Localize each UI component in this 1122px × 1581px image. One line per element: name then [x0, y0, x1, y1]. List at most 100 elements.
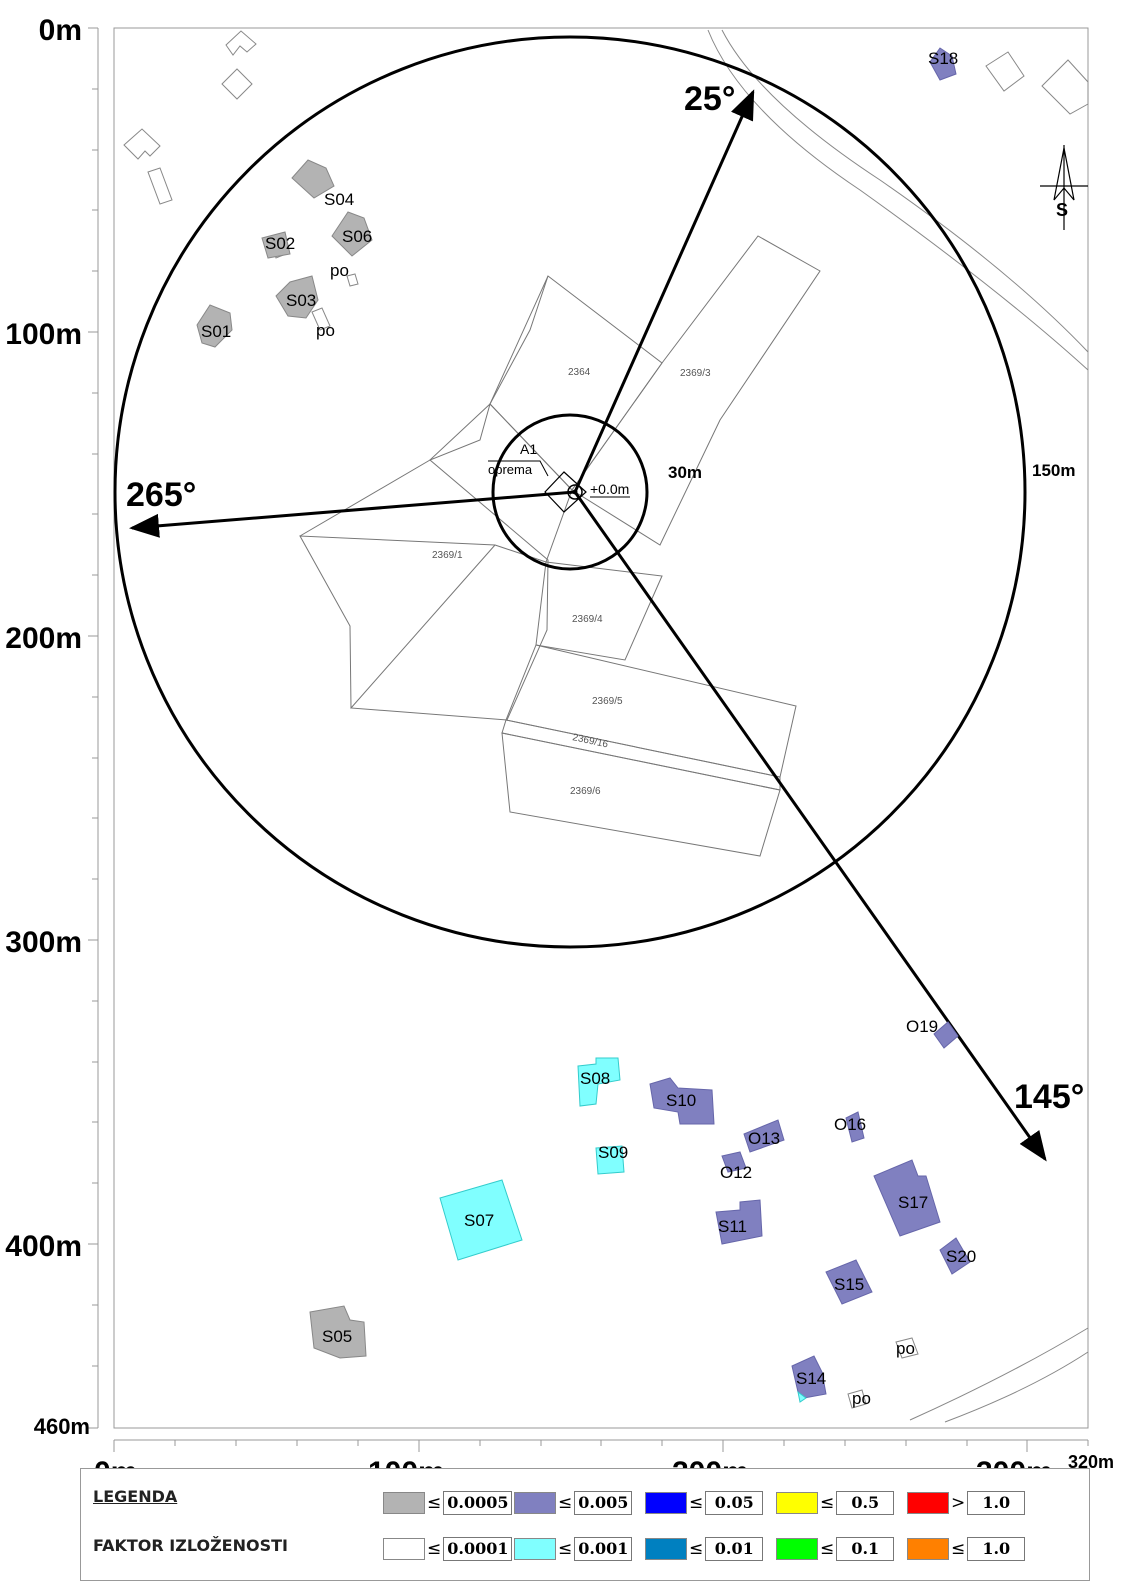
building-label-O13: O13 [748, 1129, 780, 1148]
legend-item-5: ≤ 0.0001 [383, 1537, 513, 1561]
y-label-4: 400m [5, 1230, 82, 1263]
direction-label-265: 265° [126, 476, 196, 514]
building-S15[interactable]: S15 [825, 1259, 873, 1305]
y-label-1: 100m [5, 318, 82, 351]
building-label-S01: S01 [201, 322, 231, 341]
y-ticks [88, 27, 98, 1429]
ring-label-30m: 30m [668, 463, 702, 482]
building-S09[interactable]: S09 [595, 1143, 628, 1175]
building-S07[interactable]: S07 [439, 1179, 523, 1261]
legend-value: 0.5 [836, 1491, 895, 1515]
legend-title: LEGENDA [93, 1487, 178, 1506]
legend-item-8: ≤ 0.1 [776, 1537, 895, 1561]
building-label-O16: O16 [834, 1115, 866, 1134]
building-S18[interactable]: S18 [928, 47, 958, 81]
legend-subtitle: FAKTOR IZLOŽENOSTI [93, 1536, 288, 1555]
building-label-S03: S03 [286, 291, 316, 310]
building-label-S09: S09 [598, 1143, 628, 1162]
y-label-5: 460m [34, 1414, 90, 1439]
legend-item-4: > 1.0 [907, 1491, 1026, 1515]
legend-op: ≤ [689, 1539, 704, 1559]
y-label-3: 300m [5, 926, 82, 959]
building-O13[interactable]: O13 [743, 1119, 785, 1153]
legend-op: ≤ [820, 1493, 835, 1513]
building-S08[interactable]: S08 [577, 1057, 621, 1107]
legend-value: 0.0001 [443, 1537, 513, 1561]
building-label-O12: O12 [720, 1163, 752, 1182]
legend-value: 0.01 [705, 1537, 764, 1561]
building-label-S08: S08 [580, 1069, 610, 1088]
building-S10[interactable]: S10 [649, 1077, 715, 1125]
x-label-2: 200m [672, 1456, 749, 1468]
legend-op: > [951, 1493, 966, 1513]
x-label-0: 0m [94, 1456, 137, 1468]
legend-item-1: ≤ 0.005 [514, 1491, 633, 1515]
legend-op: ≤ [689, 1493, 704, 1513]
legend-op: ≤ [427, 1539, 442, 1559]
legend-item-3: ≤ 0.5 [776, 1491, 895, 1515]
building-label-S02: S02 [265, 234, 295, 253]
legend-swatch [383, 1538, 425, 1560]
building-label-S20: S20 [946, 1247, 976, 1266]
building-S05[interactable]: S05 [309, 1305, 367, 1359]
legend-swatch [514, 1538, 556, 1560]
building-S02[interactable]: S02 [261, 231, 295, 259]
legend-op: ≤ [820, 1539, 835, 1559]
legend-value: 0.001 [574, 1537, 633, 1561]
building-S04[interactable]: S04 [291, 159, 354, 209]
building-S03[interactable]: S03 [275, 275, 319, 319]
legend-item-7: ≤ 0.01 [645, 1537, 764, 1561]
y-label-2: 200m [5, 622, 82, 655]
legend-op: ≤ [558, 1539, 573, 1559]
po-label-3: po [896, 1339, 915, 1358]
legend-swatch [383, 1492, 425, 1514]
building-S11[interactable]: S11 [715, 1199, 763, 1245]
building-label-S10: S10 [666, 1091, 696, 1110]
legend-value: 0.1 [836, 1537, 895, 1561]
legend-op: ≤ [427, 1493, 442, 1513]
building-O12[interactable]: O12 [720, 1151, 752, 1182]
po-label-4: po [852, 1389, 871, 1408]
north-arrow-icon [1040, 145, 1088, 230]
building-S20[interactable]: S20 [939, 1237, 976, 1275]
parcel-label-2369-16: 2369/16 [571, 732, 609, 750]
legend-value: 0.0005 [443, 1491, 513, 1515]
x-label-3: 300m [976, 1456, 1053, 1468]
building-O16[interactable]: O16 [834, 1111, 866, 1143]
exposure-map: 0m 100m 200m 300m 400m 460m 0m 100m 200m… [5, 14, 1114, 1468]
direction-label-145: 145° [1014, 1078, 1084, 1116]
building-S17[interactable]: S17 [873, 1159, 941, 1237]
x-ticks [113, 1440, 1089, 1452]
legend-value: 0.005 [574, 1491, 633, 1515]
building-label-S18: S18 [928, 49, 958, 68]
building-S06[interactable]: S06 [331, 211, 373, 257]
legend-item-2: ≤ 0.05 [645, 1491, 764, 1515]
building-label-S07: S07 [464, 1211, 494, 1230]
legend-item-9: ≤ 1.0 [907, 1537, 1026, 1561]
source-height: +0.0m [590, 481, 629, 497]
legend: LEGENDA FAKTOR IZLOŽENOSTI ≤ 0.0005 ≤ 0.… [80, 1468, 1090, 1581]
source-a1-marker [488, 460, 630, 513]
parcel-label-2369-6: 2369/6 [570, 786, 601, 797]
legend-op: ≤ [558, 1493, 573, 1513]
direction-arrow-25 [573, 89, 755, 493]
parcel-label-2369-1: 2369/1 [432, 550, 463, 561]
building-O19[interactable]: O19 [906, 1017, 959, 1049]
ring-30m [491, 413, 649, 571]
parcel-label-2369-5: 2369/5 [592, 696, 623, 707]
x-label-4: 320m [1068, 1452, 1114, 1468]
parcel-label-2369-4: 2369/4 [572, 614, 603, 625]
legend-swatch [514, 1492, 556, 1514]
building-label-S17: S17 [898, 1193, 928, 1212]
parcel-label-2369-3: 2369/3 [680, 368, 711, 379]
direction-arrow-145 [573, 491, 1047, 1162]
legend-swatch [645, 1492, 687, 1514]
road-lines [707, 29, 1089, 1423]
map-frame [113, 27, 1089, 1429]
building-S14[interactable]: S14 [791, 1355, 827, 1403]
parcel-label-2364: 2364 [568, 367, 591, 378]
building-label-S05: S05 [322, 1327, 352, 1346]
legend-value: 1.0 [967, 1491, 1026, 1515]
legend-value: 0.05 [705, 1491, 764, 1515]
building-S01[interactable]: S01 [196, 304, 233, 348]
